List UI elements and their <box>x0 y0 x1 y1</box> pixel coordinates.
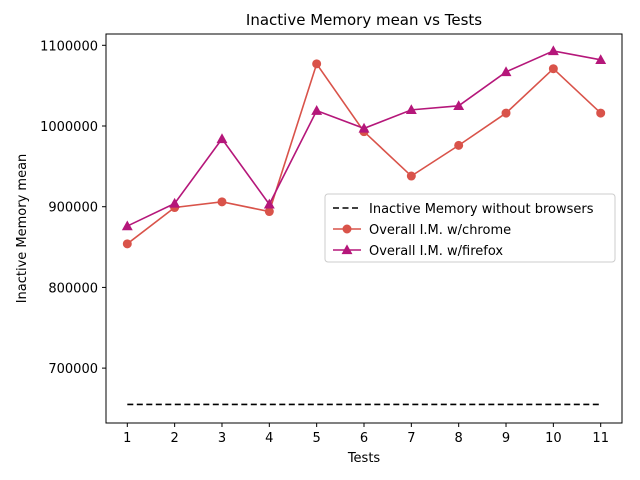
data-point <box>405 104 417 115</box>
x-tick-label: 4 <box>265 431 273 446</box>
legend-marker <box>342 224 352 234</box>
data-point <box>595 54 607 65</box>
y-tick-label: 800000 <box>48 281 98 296</box>
x-tick-label: 6 <box>360 431 368 446</box>
legend-label: Overall I.M. w/firefox <box>369 244 503 259</box>
legend-box <box>324 193 616 263</box>
chart-title: Inactive Memory mean vs Tests <box>246 11 482 29</box>
y-tick-label: 900000 <box>48 201 98 216</box>
x-tick-label: 10 <box>545 431 562 446</box>
data-point <box>548 64 558 74</box>
data-point <box>264 207 274 217</box>
legend-entry: Inactive Memory without browsers <box>333 202 594 217</box>
y-tick-label: 700000 <box>48 362 98 377</box>
x-axis-label: Tests <box>347 451 381 466</box>
legend-label: Inactive Memory without browsers <box>369 202 594 217</box>
data-point <box>121 220 133 231</box>
legend-label: Overall I.M. w/chrome <box>369 223 511 238</box>
y-tick-label: 1100000 <box>40 39 98 54</box>
data-point <box>501 108 511 118</box>
series-3 <box>121 45 607 231</box>
y-axis-label: Inactive Memory mean <box>15 154 30 304</box>
data-point <box>312 59 322 69</box>
data-point <box>500 66 512 77</box>
data-point <box>216 133 228 144</box>
x-tick-label: 11 <box>592 431 609 446</box>
x-tick-label: 7 <box>407 431 415 446</box>
data-point <box>263 198 275 209</box>
plot-area <box>121 45 607 406</box>
data-point <box>454 140 464 150</box>
data-point <box>406 171 416 181</box>
data-point <box>169 197 181 208</box>
x-axis: 1 2 3 4 5 6 7 8 9 10 11 <box>123 423 609 446</box>
data-point <box>122 239 132 249</box>
legend-entry: Overall I.M. w/firefox <box>333 244 503 259</box>
data-point <box>311 105 323 115</box>
y-tick-label: 1000000 <box>40 120 98 135</box>
data-point <box>596 108 606 118</box>
x-tick-label: 8 <box>455 431 463 446</box>
x-tick-label: 1 <box>123 431 131 446</box>
data-point <box>547 45 559 56</box>
data-point <box>358 122 370 133</box>
legend-entry: Overall I.M. w/chrome <box>333 223 511 238</box>
x-tick-label: 3 <box>218 431 226 446</box>
data-point <box>217 197 227 207</box>
legend: Inactive Memory without browsers Overall … <box>324 193 616 263</box>
legend-marker <box>341 244 353 255</box>
x-tick-label: 5 <box>313 431 321 446</box>
y-axis: 700000 800000 900000 1000000 1100000 <box>40 39 106 377</box>
data-point <box>453 100 465 111</box>
x-tick-label: 2 <box>171 431 179 446</box>
x-tick-label: 9 <box>502 431 510 446</box>
